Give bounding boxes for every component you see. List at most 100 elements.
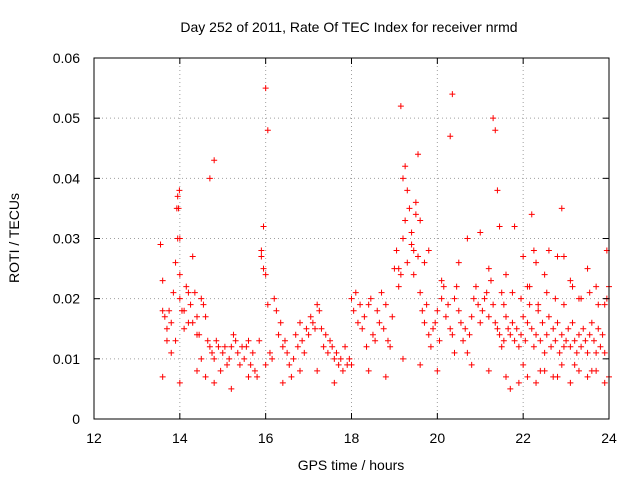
data-point [314, 301, 321, 308]
data-point [447, 325, 454, 332]
data-point [563, 337, 570, 344]
data-point [249, 349, 256, 356]
data-point [500, 337, 507, 344]
data-point [558, 331, 565, 338]
data-point [404, 187, 411, 194]
data-point [434, 307, 441, 314]
data-point [176, 379, 183, 386]
data-point [400, 235, 406, 242]
data-point [524, 319, 531, 326]
data-point [548, 343, 555, 350]
data-point [425, 247, 432, 254]
data-point [288, 373, 295, 380]
data-point [554, 253, 561, 260]
data-point [258, 247, 265, 254]
data-point [455, 259, 462, 266]
data-point [159, 277, 166, 284]
data-point [406, 205, 413, 212]
x-tick-label: 18 [344, 430, 360, 446]
data-point [436, 337, 443, 344]
data-point [485, 367, 492, 374]
data-point [584, 373, 591, 380]
data-point [404, 259, 411, 266]
data-point [393, 247, 400, 254]
data-point [266, 349, 273, 356]
data-point [395, 265, 402, 272]
data-point [524, 373, 531, 380]
data-point [526, 301, 533, 308]
data-point [412, 211, 419, 218]
data-point [226, 355, 233, 362]
data-point [221, 343, 228, 350]
data-point [485, 265, 492, 272]
data-point [490, 301, 497, 308]
data-point [194, 313, 200, 320]
data-point [382, 373, 389, 380]
data-point [262, 271, 269, 278]
data-point [601, 379, 608, 386]
data-point [470, 295, 477, 302]
data-point [211, 355, 218, 362]
data-point [211, 379, 218, 386]
data-point [468, 313, 475, 320]
data-point [503, 313, 509, 320]
data-point [528, 211, 535, 218]
data-point [219, 349, 226, 356]
data-point [292, 331, 299, 338]
data-point [389, 313, 396, 320]
data-point [264, 127, 271, 134]
data-point [163, 325, 170, 332]
data-point [513, 325, 520, 332]
y-axis-label: ROTI / TECUs [6, 193, 22, 283]
data-point [560, 301, 567, 308]
data-point [567, 343, 574, 350]
data-point [163, 337, 170, 344]
data-point [556, 349, 563, 356]
data-point [466, 331, 473, 338]
data-point [483, 289, 490, 296]
data-point [181, 325, 188, 332]
data-point [176, 235, 183, 242]
data-point [573, 349, 580, 356]
data-point [520, 253, 527, 260]
grid [94, 58, 609, 419]
y-tick-label: 0.01 [53, 351, 80, 367]
data-point [455, 307, 462, 314]
data-point [290, 355, 297, 362]
data-point [584, 349, 591, 356]
data-point [241, 355, 248, 362]
data-point [533, 379, 540, 386]
data-point [260, 223, 267, 230]
data-point [588, 319, 595, 326]
data-point [494, 187, 501, 194]
data-point [552, 295, 559, 302]
data-point [322, 331, 329, 338]
data-point [172, 337, 179, 344]
data-point [247, 361, 254, 368]
data-point [421, 259, 428, 266]
data-point [254, 373, 261, 380]
y-tick-label: 0.06 [53, 50, 80, 66]
data-point [477, 229, 484, 236]
data-point [228, 385, 235, 392]
data-point [575, 367, 582, 374]
data-point [421, 319, 428, 326]
data-point [228, 343, 235, 350]
data-point [451, 295, 458, 302]
data-point [176, 295, 183, 302]
data-point [498, 343, 505, 350]
data-point [578, 343, 585, 350]
data-point [417, 217, 424, 224]
data-point [537, 337, 544, 344]
data-point [543, 331, 550, 338]
data-point [515, 343, 522, 350]
data-point [327, 337, 334, 344]
data-point [530, 247, 537, 254]
data-point [348, 361, 355, 368]
data-point [258, 253, 265, 260]
data-point [359, 325, 366, 332]
data-point [400, 355, 406, 362]
data-point [400, 175, 406, 182]
data-point [176, 187, 183, 194]
